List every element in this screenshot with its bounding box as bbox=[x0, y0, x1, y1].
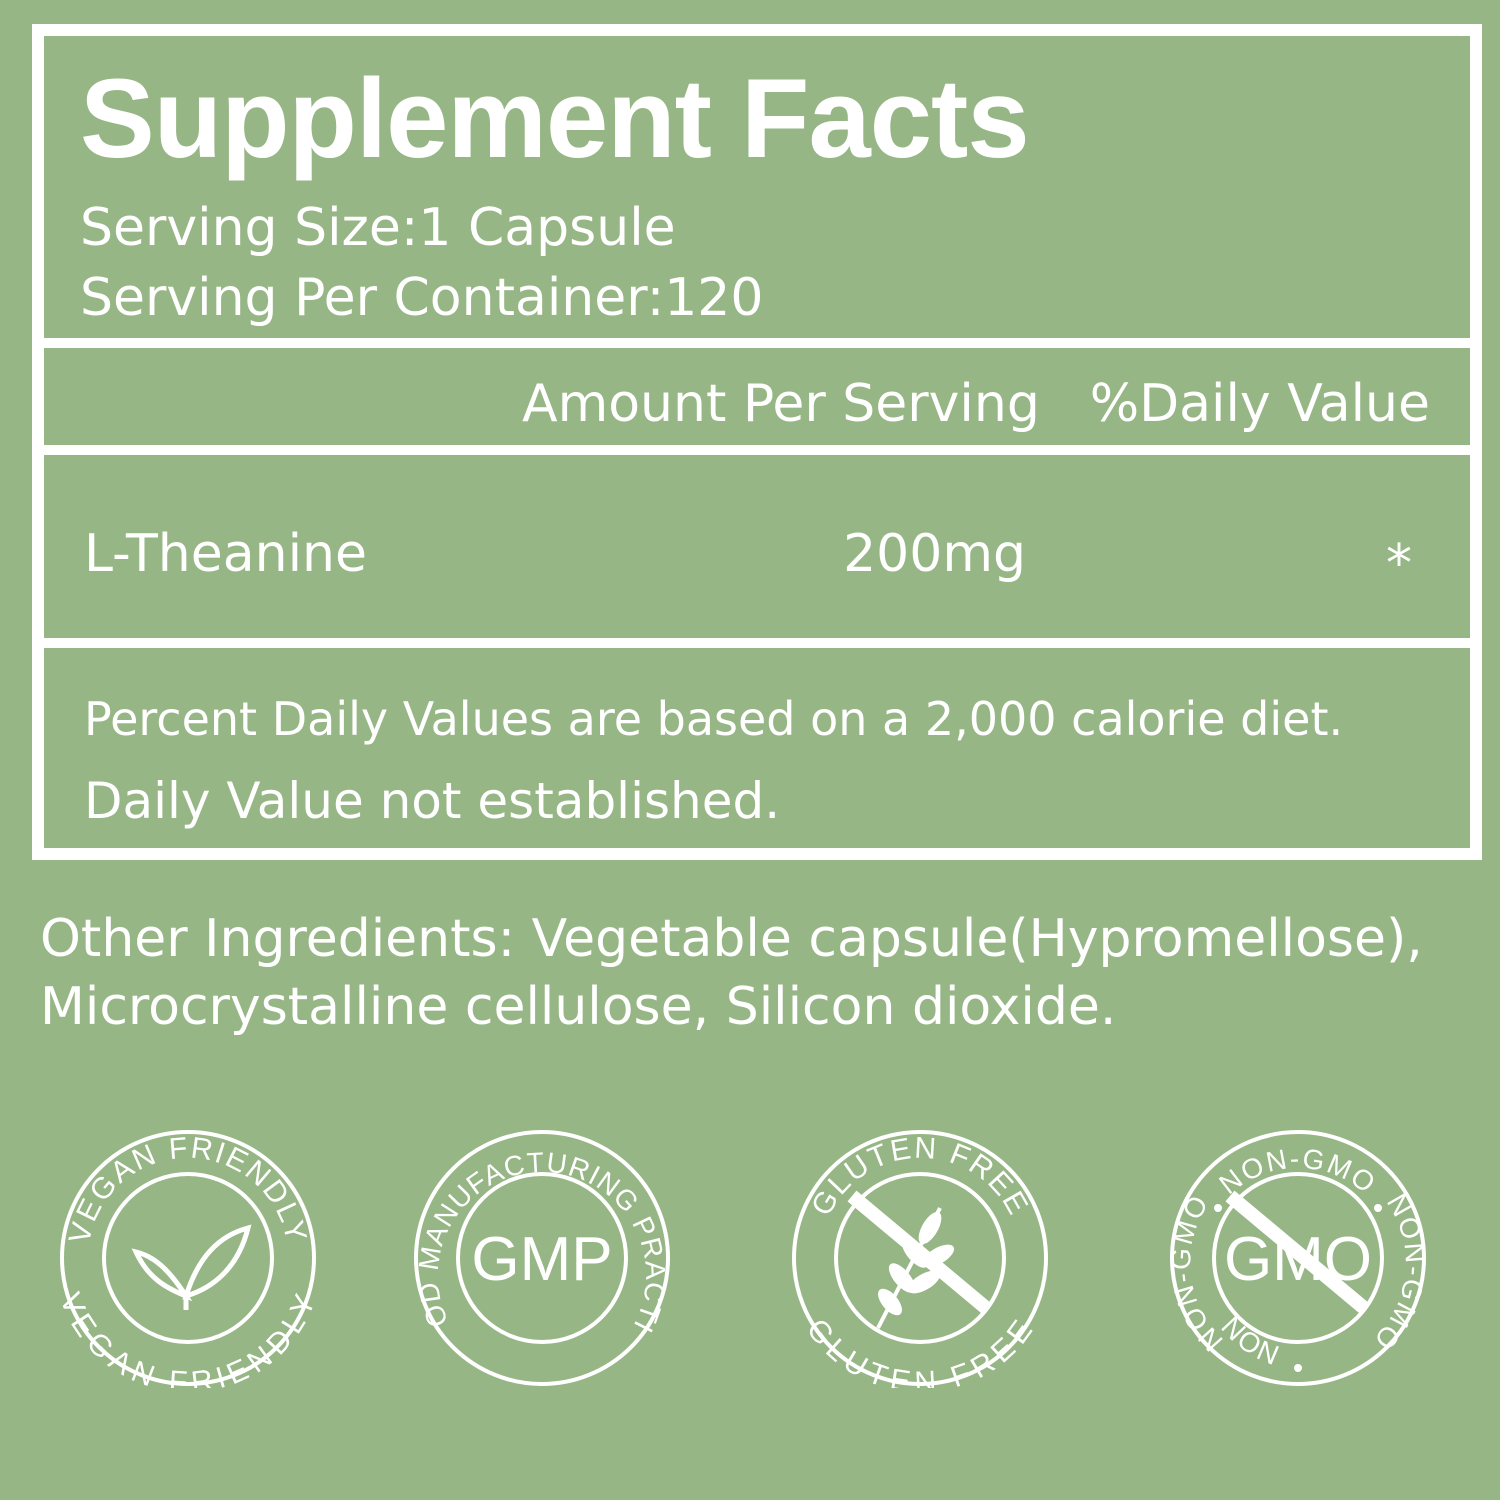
panel-title: Supplement Facts bbox=[80, 56, 1030, 181]
badge-right-text: NON-GMO bbox=[1367, 1189, 1428, 1358]
leaf-icon bbox=[131, 1224, 252, 1310]
footnote-2: Daily Value not established. bbox=[84, 772, 781, 830]
svg-text:VEGAN FRIENDLY: VEGAN FRIENDLY bbox=[63, 1132, 313, 1247]
other-ingredients: Other Ingredients: Vegetable capsule(Hyp… bbox=[40, 909, 1423, 1037]
divider bbox=[44, 638, 1470, 648]
non-gmo-badge: NON-GMO NON-GMO NON-GMO NON GMO bbox=[1168, 1130, 1428, 1386]
badge-bottom-text: GLUTEN FREE bbox=[800, 1313, 1038, 1388]
divider bbox=[44, 445, 1470, 455]
ingredient-name: L-Theanine bbox=[84, 524, 367, 584]
svg-text:NON-GMO: NON-GMO bbox=[1367, 1189, 1428, 1358]
badge-top-text: VEGAN FRIENDLY bbox=[63, 1132, 311, 1247]
svg-text:GLUTEN FREE: GLUTEN FREE bbox=[805, 1132, 1035, 1222]
gluten-free-badge: GLUTEN FREE GLUTEN FREE bbox=[792, 1130, 1048, 1388]
header-amount: Amount Per Serving bbox=[522, 374, 1040, 434]
footnote-1: Percent Daily Values are based on a 2,00… bbox=[84, 692, 1344, 746]
badge-top-text: GLUTEN FREE bbox=[805, 1132, 1033, 1222]
ingredient-dv: * bbox=[1386, 534, 1412, 594]
svg-text:NON-GMO: NON-GMO bbox=[1213, 1143, 1382, 1200]
gmp-badge: GOOD MANUFACTURING PRACTICE GMP bbox=[412, 1128, 670, 1386]
gmp-center-text: GMP bbox=[471, 1225, 612, 1294]
divider bbox=[44, 338, 1470, 348]
header-daily-value: %Daily Value bbox=[1089, 374, 1430, 434]
servings-per-container: Serving Per Container:120 bbox=[80, 268, 764, 328]
supplement-facts-panel: Supplement Facts Serving Size:1 Capsule … bbox=[32, 24, 1482, 860]
vegan-friendly-badge: VEGAN FRIENDLY VEGAN FRIENDLY bbox=[58, 1130, 318, 1388]
gmo-crossed-icon bbox=[1225, 1190, 1369, 1314]
ingredient-amount: 200mg bbox=[843, 524, 1026, 584]
wheat-crossed-icon bbox=[847, 1190, 991, 1329]
svg-text:GLUTEN FREE: GLUTEN FREE bbox=[800, 1313, 1040, 1388]
serving-size: Serving Size:1 Capsule bbox=[80, 198, 676, 258]
badge-top-text: NON-GMO bbox=[1213, 1143, 1380, 1200]
